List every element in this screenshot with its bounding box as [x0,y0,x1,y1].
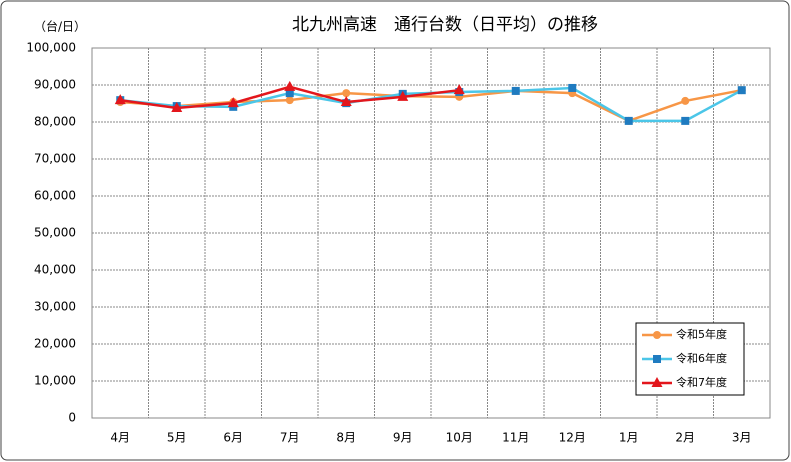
x-tick-label: 11月 [502,431,529,445]
y-tick-label: 70,000 [34,152,76,166]
legend-label: 令和6年度 [676,351,727,365]
data-point [285,96,294,105]
y-tick-label: 0 [68,411,76,425]
data-point [681,116,690,125]
legend-label: 令和5年度 [676,327,727,341]
legend-label: 令和7年度 [676,375,727,389]
y-tick-label: 10,000 [34,374,76,388]
x-tick-label: 8月 [336,431,356,445]
x-tick-label: 10月 [446,431,473,445]
data-point [681,96,690,105]
legend-marker [653,331,661,339]
data-point [340,96,352,107]
y-tick-label: 90,000 [34,78,76,92]
y-axis-label: （台/日） [34,19,86,34]
y-tick-label: 60,000 [34,189,76,203]
x-tick-label: 2月 [675,431,695,445]
data-point [737,86,746,95]
x-tick-label: 9月 [393,431,413,445]
data-point [284,80,296,91]
x-tick-label: 6月 [223,431,243,445]
data-point [624,116,633,125]
x-tick-label: 3月 [732,431,752,445]
y-tick-label: 100,000 [26,41,76,55]
data-point [511,86,520,95]
data-point [171,101,183,112]
y-tick-label: 30,000 [34,300,76,314]
data-point [342,89,351,98]
legend-marker [653,355,661,363]
x-tick-label: 12月 [559,431,586,445]
x-tick-label: 4月 [110,431,130,445]
data-point [397,90,409,101]
y-tick-label: 80,000 [34,115,76,129]
data-point [453,84,465,95]
y-tick-label: 50,000 [34,226,76,240]
data-point [227,97,239,108]
x-tick-label: 5月 [167,431,187,445]
y-tick-label: 40,000 [34,263,76,277]
data-point [568,83,577,92]
y-tick-label: 20,000 [34,337,76,351]
data-point [285,89,294,98]
data-point [114,94,126,105]
legend-marker [651,377,663,387]
x-tick-label: 1月 [619,431,639,445]
x-tick-label: 7月 [280,431,300,445]
chart-title: 北九州高速 通行台数（日平均）の推移 [292,15,598,35]
